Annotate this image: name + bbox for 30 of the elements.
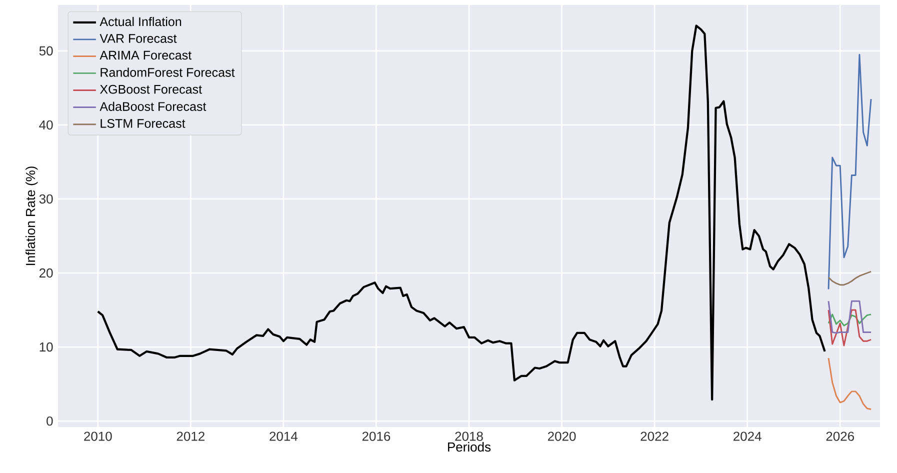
x-tick-label: 2020 (548, 432, 576, 441)
legend-label: ARIMA Forecast (100, 50, 192, 60)
y-tick-label: 40 (39, 120, 53, 130)
x-tick-label: 2014 (270, 432, 298, 441)
x-tick-label: 2016 (362, 432, 390, 441)
line-series (828, 314, 872, 326)
x-tick-label: 2022 (640, 432, 668, 441)
legend-label: RandomForest Forecast (100, 68, 235, 77)
y-tick-label: 50 (39, 46, 53, 56)
legend-label: LSTM Forecast (100, 118, 186, 128)
x-tick-label: 2024 (734, 432, 762, 441)
x-tick-label: 2026 (826, 432, 854, 441)
y-tick-label: 10 (40, 342, 53, 352)
x-tick-label: 2018 (455, 432, 483, 441)
legend-label: XGBoost Forecast (100, 84, 202, 94)
y-tick-label: 0 (46, 416, 53, 426)
legend-label: AdaBoost Forecast (100, 102, 206, 111)
y-axis-title: Inflation Rate (%) (26, 166, 38, 266)
y-tick-label: 30 (39, 194, 53, 204)
line-series (96, 24, 826, 401)
line-series (828, 270, 872, 286)
legend-label: Actual Inflation (100, 16, 182, 26)
x-axis-title: Periods (448, 442, 491, 452)
x-tick-label: 2012 (176, 432, 204, 441)
line-series (828, 54, 872, 290)
line-series (828, 309, 872, 346)
y-tick-label: 20 (39, 268, 53, 278)
legend-label: VAR Forecast (100, 34, 177, 43)
x-tick-label: 2010 (84, 432, 112, 441)
line-series (828, 357, 872, 410)
